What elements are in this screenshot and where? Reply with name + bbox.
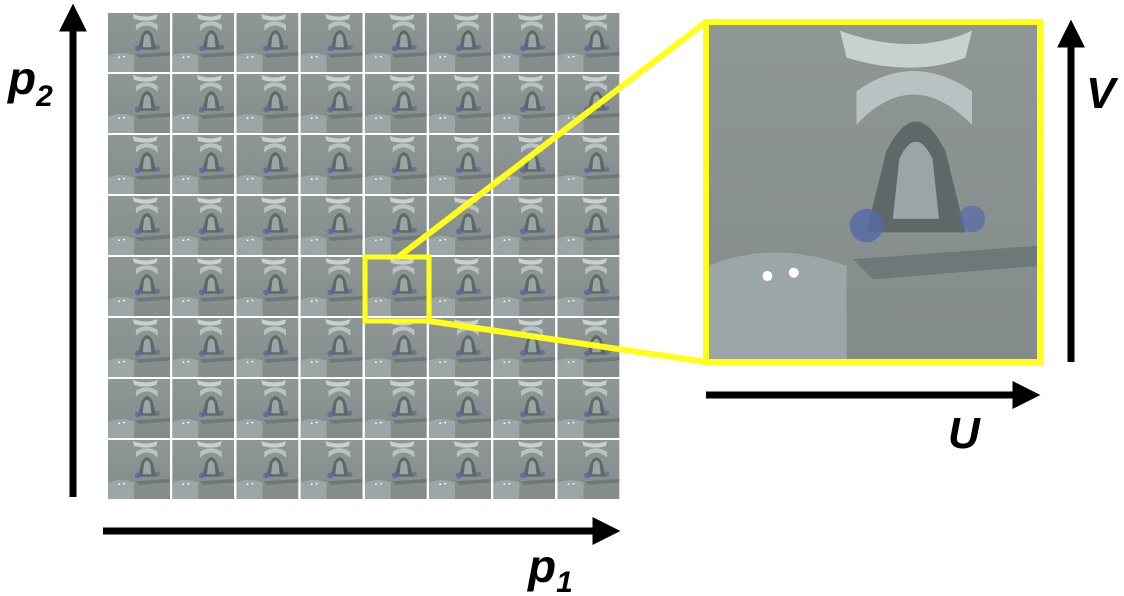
grid-tile xyxy=(236,196,298,255)
grid-tile xyxy=(172,318,234,377)
grid-tile xyxy=(365,135,427,194)
grid-tile xyxy=(557,74,619,133)
grid-tile xyxy=(429,135,491,194)
grid-tile xyxy=(429,379,491,438)
grid-tile xyxy=(301,74,363,133)
grid-tile xyxy=(429,257,491,316)
grid-tile xyxy=(108,379,170,438)
grid-tile xyxy=(236,318,298,377)
grid-tile xyxy=(557,379,619,438)
grid-tile xyxy=(301,440,363,499)
grid-tile xyxy=(172,13,234,72)
grid-tile xyxy=(236,379,298,438)
p1-label: p1 xyxy=(526,540,573,596)
grid-tile xyxy=(557,257,619,316)
grid-tile xyxy=(365,196,427,255)
grid-tile xyxy=(108,318,170,377)
grid-tile xyxy=(429,440,491,499)
grid-tile xyxy=(108,257,170,316)
grid-tile xyxy=(493,379,555,438)
grid-tile xyxy=(493,196,555,255)
grid-tile xyxy=(365,440,427,499)
grid-tile xyxy=(236,257,298,316)
grid-tile xyxy=(172,379,234,438)
grid-tile xyxy=(108,196,170,255)
grid-tile xyxy=(108,440,170,499)
p1-sub: 1 xyxy=(556,566,573,596)
grid-tile xyxy=(236,440,298,499)
grid-tile xyxy=(172,74,234,133)
grid-tile xyxy=(493,440,555,499)
grid-tile xyxy=(365,318,427,377)
grid-tile xyxy=(557,196,619,255)
grid-tile xyxy=(172,257,234,316)
grid-tile xyxy=(108,74,170,133)
grid-tile xyxy=(301,196,363,255)
grid-tile xyxy=(172,196,234,255)
grid-tile xyxy=(365,379,427,438)
grid-tile xyxy=(108,135,170,194)
grid-tile xyxy=(429,74,491,133)
grid-tile xyxy=(493,318,555,377)
u-label: U xyxy=(948,409,981,458)
grid-tile xyxy=(557,135,619,194)
grid-tile xyxy=(236,135,298,194)
grid-tile xyxy=(557,13,619,72)
p2-sub: 2 xyxy=(35,80,53,113)
zoomed-image xyxy=(708,24,1038,360)
grid-tile xyxy=(493,257,555,316)
v-label: V xyxy=(1086,69,1119,118)
grid-tile xyxy=(172,135,234,194)
grid-tile xyxy=(365,257,427,316)
grid-tile xyxy=(365,13,427,72)
grid-tile xyxy=(108,13,170,72)
grid-tile xyxy=(493,13,555,72)
grid-tile xyxy=(301,135,363,194)
diagram: p2 p1 V U xyxy=(0,0,1124,596)
grid-tile xyxy=(301,318,363,377)
grid-tile xyxy=(301,379,363,438)
grid-tile xyxy=(236,74,298,133)
grid-tile xyxy=(301,257,363,316)
grid-tile xyxy=(236,13,298,72)
grid-tile xyxy=(429,13,491,72)
p1-base: p xyxy=(526,540,556,592)
grid-tile xyxy=(557,440,619,499)
p2-label: p2 xyxy=(6,52,53,113)
grid-tile xyxy=(493,74,555,133)
p2-base: p xyxy=(6,52,36,104)
grid-tile xyxy=(365,74,427,133)
grid-tile xyxy=(301,13,363,72)
grid-tile xyxy=(172,440,234,499)
